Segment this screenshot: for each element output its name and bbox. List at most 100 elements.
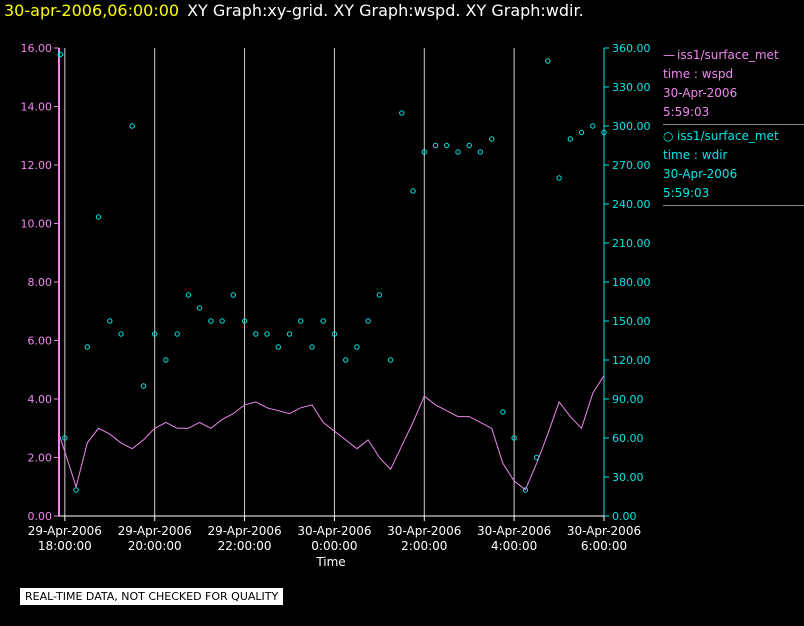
right-tick-label: 150.00 (612, 315, 651, 328)
right-y-axis: 0.00 30.00 60.00 90.00 120.00 150.00 180.00 210… (603, 42, 651, 523)
left-tick-label: 4.00 (28, 393, 53, 406)
wdir-point (387, 357, 394, 363)
wdir-point (320, 318, 326, 324)
title-timestamp: 30-apr-2006,06:00:00 (4, 1, 180, 20)
right-tick-label: 60.00 (612, 432, 644, 445)
line-icon: — (663, 48, 675, 62)
x-tick-date: 29-Apr-2006 (118, 524, 192, 538)
wdir-point (152, 331, 158, 337)
x-tick-date: 30-Apr-2006 (387, 524, 461, 538)
title-graph-list: XY Graph:xy-grid. XY Graph:wspd. XY Grap… (187, 1, 584, 20)
wdir-point (466, 142, 472, 149)
wspd-line (58, 375, 605, 491)
right-tick-label: 270.00 (612, 159, 651, 172)
left-tick-label: 12.00 (21, 159, 53, 172)
right-tick-label: 360.00 (612, 42, 651, 55)
vertical-grid (64, 48, 605, 516)
wdir-point (511, 435, 517, 441)
right-tick-label: 240.00 (612, 198, 651, 211)
wdir-point (545, 58, 551, 64)
wdir-point (129, 123, 135, 129)
wdir-point (118, 331, 124, 337)
x-tick-time: 20:00:00 (128, 539, 182, 553)
x-tick-date: 29-Apr-2006 (207, 524, 281, 538)
wdir-point (174, 331, 180, 337)
legend-wdir-time: 5:59:03 (663, 186, 710, 200)
wdir-point (489, 136, 495, 142)
wdir-point (241, 318, 248, 324)
wdir-point (500, 409, 506, 415)
x-tick-date: 30-Apr-2006 (477, 524, 551, 538)
wdir-point (62, 435, 68, 441)
x-tick-time: 22:00:00 (218, 539, 272, 553)
x-tick-time: 18:00:00 (38, 539, 92, 553)
right-tick-label: 120.00 (612, 354, 651, 367)
left-tick-label: 8.00 (28, 276, 53, 289)
wdir-point (354, 344, 360, 350)
left-tick-label: 16.00 (21, 42, 53, 55)
wdir-point (567, 136, 573, 142)
wdir-point (208, 318, 214, 324)
x-tick-time: 6:00:00 (581, 539, 627, 553)
legend-wdir-date: 30-Apr-2006 (663, 167, 738, 181)
legend-entry-wdir: ○ iss1/surface_met time : wdir 30-Apr-200… (663, 127, 804, 206)
wspd-series (58, 375, 605, 491)
wdir-point (196, 305, 203, 311)
wdir-point (73, 487, 79, 493)
circle-marker-icon: ○ (663, 129, 674, 143)
left-tick-label: 2.00 (28, 452, 53, 465)
wdir-point (399, 110, 405, 116)
x-tick-time: 0:00:00 (311, 539, 357, 553)
x-tick-date: 29-Apr-2006 (28, 524, 102, 538)
wdir-point (95, 214, 102, 220)
wdir-point (455, 149, 461, 155)
legend-wdir-var: time : wdir (663, 148, 728, 162)
wdir-point (522, 487, 529, 493)
right-tick-label: 330.00 (612, 81, 651, 94)
left-tick-label: 0.00 (28, 510, 53, 523)
wdir-point (309, 344, 315, 350)
wdir-point (230, 292, 237, 298)
wdir-point (444, 142, 450, 149)
wdir-point (253, 331, 259, 337)
wdir-point (590, 123, 596, 129)
right-tick-label: 210.00 (612, 237, 651, 250)
right-tick-label: 90.00 (612, 393, 644, 406)
legend-wspd-var: time : wspd (663, 67, 734, 81)
wdir-point (601, 129, 607, 136)
legend-wspd-name: iss1/surface_met (677, 48, 779, 62)
right-tick-label: 30.00 (612, 471, 644, 484)
wdir-point (163, 357, 169, 363)
left-tick-label: 6.00 (28, 335, 53, 348)
x-tick-time: 4:00:00 (491, 539, 537, 553)
wdir-point (57, 51, 63, 58)
chart-title: 30-apr-2006,06:00:00 XY Graph:xy-grid. XY… (4, 1, 584, 20)
x-axis-label: Time (315, 555, 345, 569)
right-tick-label: 0.00 (612, 510, 637, 523)
wdir-point (376, 292, 383, 298)
wdir-point (275, 344, 281, 350)
wdir-point (219, 318, 225, 324)
left-tick-label: 14.00 (21, 101, 53, 114)
left-y-axis: 0.00 2.00 4.00 6.00 8.00 10.00 12.00 14.00 16.00 (21, 42, 60, 523)
wdir-point (578, 129, 585, 136)
legend-wspd-date: 30-Apr-2006 (663, 86, 738, 100)
wdir-point (365, 318, 371, 324)
right-tick-label: 300.00 (612, 120, 651, 133)
wdir-point (298, 318, 304, 324)
right-tick-label: 180.00 (612, 276, 651, 289)
quality-disclaimer: REAL-TIME DATA, NOT CHECKED FOR QUALITY (20, 588, 284, 605)
x-axis: 29-Apr-200618:00:0029-Apr-200620:00:0029… (28, 515, 641, 553)
wdir-point (477, 149, 484, 155)
wdir-point (264, 331, 270, 337)
wdir-series (57, 51, 607, 493)
wdir-point (421, 149, 427, 155)
wdir-point (84, 344, 91, 350)
wdir-point (185, 292, 192, 298)
wdir-point (432, 142, 439, 149)
wdir-point (140, 383, 147, 389)
legend-wdir-name: iss1/surface_met (677, 129, 779, 143)
wdir-point (107, 318, 113, 324)
legend-wspd-time: 5:59:03 (663, 105, 710, 119)
